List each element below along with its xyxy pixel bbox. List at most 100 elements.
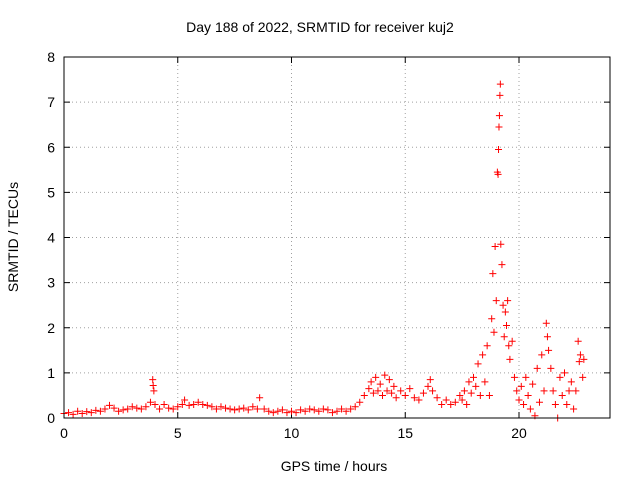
data-point [319, 405, 327, 413]
data-point [540, 387, 548, 395]
data-point [498, 261, 506, 269]
data-point [494, 170, 502, 178]
data-point [356, 398, 364, 406]
data-point [128, 403, 136, 411]
data-point [249, 403, 257, 411]
data-point [567, 378, 575, 386]
data-point [505, 342, 513, 350]
data-point [78, 409, 86, 417]
data-point [149, 376, 157, 384]
data-point [376, 380, 384, 388]
data-point [426, 376, 434, 384]
data-point [565, 387, 573, 395]
data-point [558, 391, 566, 399]
axis-ticks: 0 5 10 15 20 0 1 2 3 4 5 6 7 8 [47, 49, 610, 441]
data-point [278, 406, 286, 414]
data-point [199, 400, 207, 408]
data-point [561, 369, 568, 377]
data-point [288, 407, 295, 415]
data-point [524, 391, 532, 399]
data-point [333, 407, 341, 415]
data-point [283, 409, 291, 417]
data-point [226, 405, 234, 413]
data-point [572, 387, 580, 395]
data-point [538, 351, 546, 359]
data-point [458, 396, 466, 404]
data-point [460, 387, 468, 395]
data-point [217, 403, 225, 411]
data-point [433, 394, 441, 402]
data-point [297, 406, 305, 414]
x-tick-label: 0 [60, 425, 68, 441]
data-point [575, 358, 583, 366]
data-point [338, 405, 346, 413]
y-axis-label: SRMTID / TECUs [5, 182, 21, 292]
data-point [133, 404, 141, 412]
data-point [315, 407, 323, 415]
y-tick-label: 7 [47, 94, 55, 110]
data-point [406, 385, 414, 393]
data-point [208, 403, 216, 411]
data-point [92, 406, 100, 414]
data-point [360, 391, 368, 399]
data-point [488, 315, 496, 323]
data-point [415, 396, 423, 404]
data-point [570, 405, 578, 413]
data-point [372, 373, 380, 381]
data-point [274, 407, 282, 415]
data-point [106, 401, 113, 409]
x-tick-label: 20 [511, 425, 527, 441]
data-point [517, 382, 525, 390]
data-point [124, 405, 132, 413]
data-point [65, 409, 73, 417]
data-point [472, 382, 480, 390]
x-axis-label: GPS time / hours [281, 458, 388, 474]
data-point [306, 405, 314, 413]
data-point [522, 373, 530, 381]
data-point [419, 389, 427, 397]
data-point [146, 398, 154, 406]
data-point [383, 387, 391, 395]
data-point [244, 406, 252, 414]
data-point [185, 401, 193, 409]
data-point [119, 406, 127, 414]
data-marks [60, 80, 588, 422]
data-point [438, 400, 446, 408]
plot-frame [63, 56, 611, 419]
y-tick-label: 4 [47, 230, 55, 246]
data-point [506, 355, 514, 363]
data-point [401, 391, 409, 399]
data-point [190, 400, 198, 408]
data-point [369, 389, 377, 397]
data-point [269, 409, 277, 417]
data-point [429, 387, 437, 395]
data-point [392, 394, 400, 402]
data-point [481, 378, 489, 386]
x-tick-label: 10 [284, 425, 300, 441]
data-point [496, 91, 504, 99]
data-point [456, 391, 464, 399]
data-point [492, 297, 500, 305]
data-point [485, 391, 493, 399]
y-tick-label: 6 [47, 139, 55, 155]
data-point [156, 405, 164, 413]
data-point [367, 378, 375, 386]
data-point [397, 387, 405, 395]
data-point [115, 407, 123, 415]
data-point [515, 396, 523, 404]
data-point [150, 387, 158, 395]
data-point [292, 409, 300, 417]
data-point [69, 410, 77, 418]
data-point [576, 351, 584, 359]
data-point [556, 373, 564, 381]
data-point [547, 364, 555, 372]
data-point [203, 401, 211, 409]
data-point [442, 396, 450, 404]
data-point [142, 403, 150, 411]
x-tick-label: 5 [174, 425, 182, 441]
data-point [347, 405, 355, 413]
data-point [310, 406, 318, 414]
data-point [502, 321, 510, 329]
data-point [388, 389, 396, 397]
data-point [181, 396, 189, 404]
